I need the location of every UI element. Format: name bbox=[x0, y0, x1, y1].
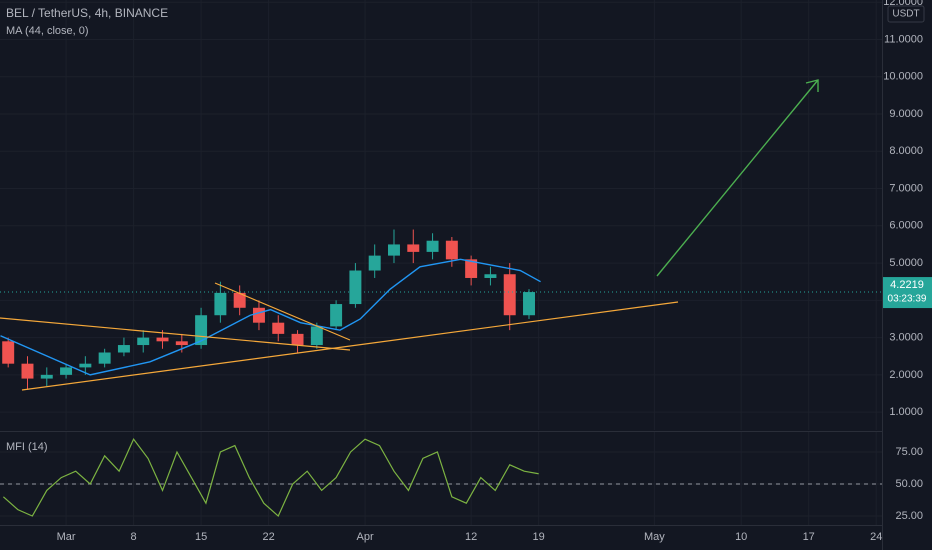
y-tick-label: 1.0000 bbox=[889, 406, 923, 418]
candle-body bbox=[310, 326, 323, 346]
x-tick-label: May bbox=[644, 531, 665, 543]
candle-body bbox=[214, 292, 227, 316]
candle-body bbox=[465, 259, 478, 278]
candle-body bbox=[426, 240, 439, 252]
arrow bbox=[656, 79, 819, 277]
x-tick-label: 8 bbox=[131, 531, 137, 543]
x-tick-label: 24 bbox=[870, 531, 882, 543]
candle-body bbox=[195, 315, 208, 346]
candle-body bbox=[98, 352, 111, 364]
candle-body bbox=[349, 270, 362, 305]
candle-body bbox=[2, 341, 15, 364]
candle-body bbox=[388, 244, 400, 256]
currency: USDT bbox=[892, 9, 919, 20]
x-tick-label: Apr bbox=[356, 531, 373, 543]
arrow-shaft bbox=[656, 79, 819, 277]
y-tick-label: 5.0000 bbox=[889, 257, 923, 269]
candle-body bbox=[291, 333, 304, 346]
candle-body bbox=[40, 374, 53, 379]
y-tick-label: 2.0000 bbox=[889, 369, 923, 381]
y-tick-label: 25.00 bbox=[895, 510, 923, 522]
y-tick-label: 3.0000 bbox=[889, 331, 923, 343]
trend-line bbox=[21, 301, 679, 391]
candle-body bbox=[175, 341, 188, 346]
candle-body bbox=[330, 304, 343, 327]
y-tick-label: 12.0000 bbox=[883, 0, 923, 8]
x-tick-label: 12 bbox=[465, 531, 477, 543]
x-tick-label: Mar bbox=[57, 531, 76, 543]
y-tick-label: 7.0000 bbox=[889, 182, 923, 194]
candle-body bbox=[117, 345, 130, 353]
y-tick-label: 6.0000 bbox=[889, 220, 923, 232]
x-tick-label: 10 bbox=[735, 531, 747, 543]
y-tick-label: 10.0000 bbox=[883, 71, 923, 83]
candle-body bbox=[233, 292, 246, 308]
grid bbox=[0, 0, 882, 525]
y-tick-label: 9.0000 bbox=[889, 108, 923, 120]
ma-legend: MA (44, close, 0) bbox=[6, 25, 89, 37]
candle-body bbox=[407, 244, 420, 252]
x-tick-label: 19 bbox=[533, 531, 545, 543]
candle-body bbox=[445, 240, 458, 260]
candle-body bbox=[60, 367, 73, 375]
candle-body bbox=[21, 363, 34, 379]
last-price-tag bbox=[883, 277, 932, 309]
indicator-line bbox=[2, 438, 539, 518]
candle-body bbox=[252, 307, 265, 323]
x-tick-label: 22 bbox=[262, 531, 274, 543]
candle-body bbox=[523, 292, 535, 316]
countdown: 03:23:39 bbox=[888, 294, 927, 305]
candle-body bbox=[79, 363, 92, 368]
marks bbox=[0, 229, 882, 518]
currency-box bbox=[887, 5, 925, 23]
arrow-head bbox=[805, 79, 819, 92]
mfi-legend: MFI (14) bbox=[6, 441, 48, 453]
candle-body bbox=[484, 274, 497, 278]
ma-line bbox=[0, 258, 541, 376]
y-tick-label: 75.00 bbox=[895, 446, 923, 458]
y-tick-label: 50.00 bbox=[895, 478, 923, 490]
y-tick-label: 8.0000 bbox=[889, 145, 923, 157]
x-tick-label: 17 bbox=[803, 531, 815, 543]
candle-body bbox=[368, 255, 381, 271]
last-price-label: 4.2219 bbox=[890, 279, 924, 291]
x-tick-label: 15 bbox=[195, 531, 207, 543]
symbol-title: BEL / TetherUS, 4h, BINANCE bbox=[6, 6, 168, 20]
candle-body bbox=[272, 322, 285, 334]
drawings bbox=[0, 282, 679, 391]
candle-body bbox=[156, 337, 169, 342]
trend-line bbox=[214, 282, 351, 341]
y-tick-label: 11.0000 bbox=[884, 33, 923, 45]
candle-body bbox=[137, 337, 150, 346]
candle-body bbox=[503, 274, 516, 316]
trend-line bbox=[0, 317, 351, 351]
